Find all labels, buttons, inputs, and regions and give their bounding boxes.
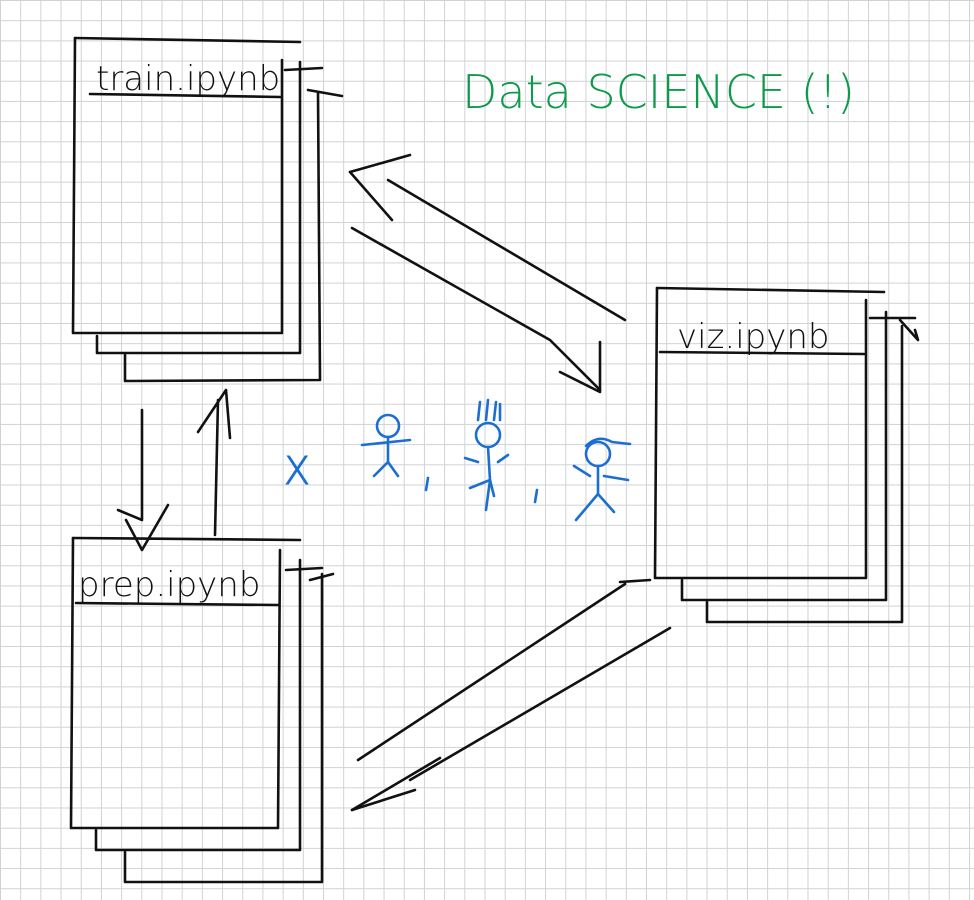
- notebook-prep: prep.ipynb: [69, 536, 335, 884]
- diagram-title: Data SCIENCE (!): [462, 65, 855, 119]
- stick-figure-icon: [463, 398, 510, 512]
- notebook-viz: viz.ipynb: [653, 286, 920, 624]
- stick-figure-icon: [572, 437, 632, 522]
- people-group: X: [284, 398, 632, 522]
- notebook-train: train.ipynb: [71, 36, 344, 383]
- stick-figure-icon: [360, 413, 412, 478]
- notebook-prep-label: prep.ipynb: [78, 565, 260, 605]
- notebook-train-label: train.ipynb: [96, 59, 280, 99]
- people-label: X: [284, 449, 310, 493]
- notebook-viz-label: viz.ipynb: [677, 317, 830, 357]
- arrow-viz-to-train: [348, 153, 627, 394]
- arrow-viz-to-prep: [350, 578, 672, 812]
- arrow-train-prep-cycle: [116, 388, 232, 552]
